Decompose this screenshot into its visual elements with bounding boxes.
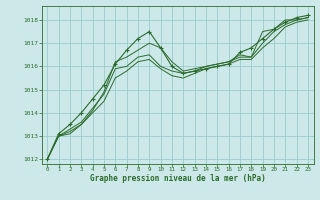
X-axis label: Graphe pression niveau de la mer (hPa): Graphe pression niveau de la mer (hPa) [90,174,266,183]
